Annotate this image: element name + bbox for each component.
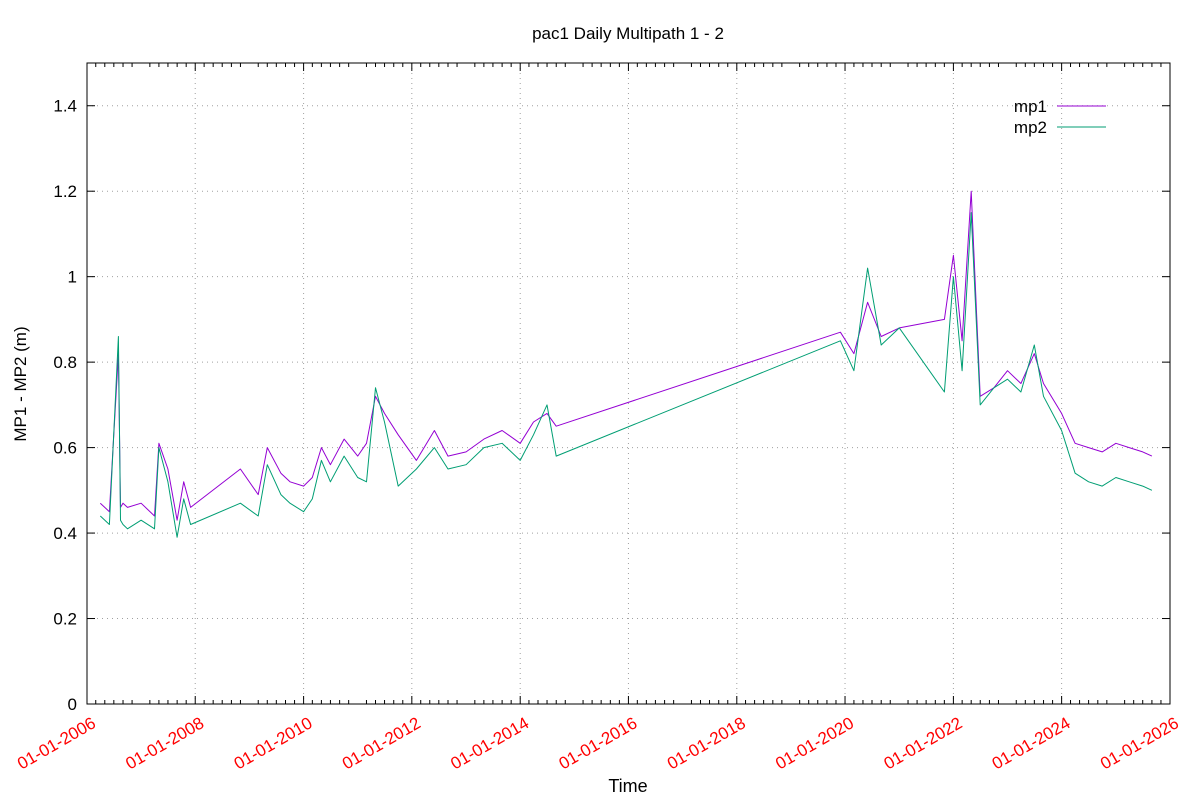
legend-label-mp1: mp1	[1014, 97, 1047, 116]
y-tick-label: 1.4	[53, 97, 77, 116]
y-tick-label: 0.4	[53, 524, 77, 543]
series-line-mp2	[99, 212, 1153, 538]
y-tick-label: 1	[68, 268, 77, 287]
y-tick-label: 0	[68, 695, 77, 714]
y-axis-label: MP1 - MP2 (m)	[11, 326, 30, 441]
series-lines	[99, 190, 1153, 538]
y-tick-label: 0.6	[53, 439, 77, 458]
x-axis-label: Time	[608, 776, 647, 796]
legend-label-mp2: mp2	[1014, 118, 1047, 137]
y-tick-label: 0.8	[53, 353, 77, 372]
series-line-mp1	[99, 190, 1153, 521]
y-tick-label: 0.2	[53, 610, 77, 629]
y-tick-label: 1.2	[53, 182, 77, 201]
chart-title: pac1 Daily Multipath 1 - 2	[532, 24, 724, 43]
